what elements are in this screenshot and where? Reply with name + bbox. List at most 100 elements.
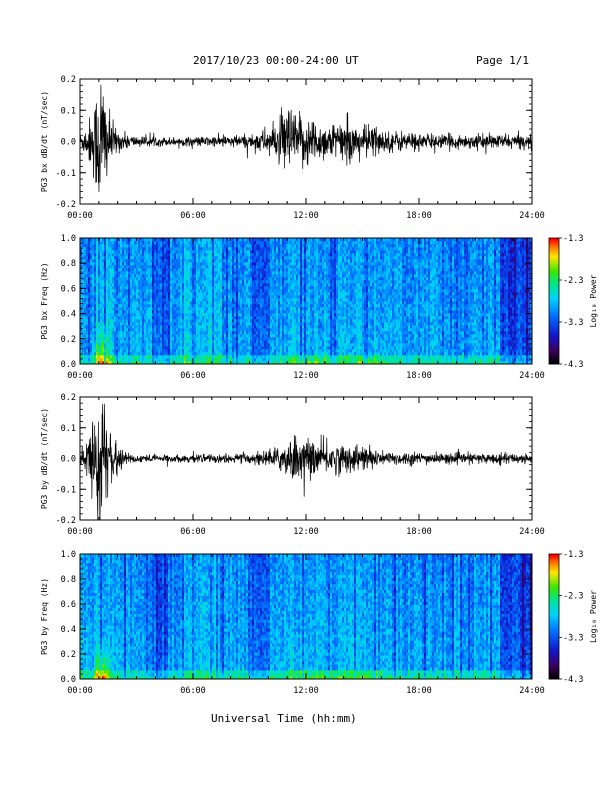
- heat-cell: [194, 310, 197, 314]
- heat-cell: [176, 295, 179, 299]
- heat-cell: [82, 358, 85, 362]
- heat-cell: [220, 319, 223, 323]
- heat-cell: [154, 349, 157, 353]
- heat-cell: [288, 259, 291, 263]
- heat-cell: [198, 361, 201, 365]
- heat-cell: [168, 292, 171, 296]
- heat-cell: [260, 343, 263, 347]
- heat-cell: [194, 319, 197, 323]
- heat-cell: [142, 310, 145, 314]
- heat-cell: [246, 265, 249, 269]
- heat-cell: [92, 358, 95, 362]
- heat-cell: [254, 247, 257, 251]
- heat-cell: [130, 328, 133, 332]
- heat-cell: [148, 340, 151, 344]
- heat-cell: [130, 280, 133, 284]
- heat-cell: [230, 325, 233, 329]
- heat-cell: [80, 259, 83, 263]
- heat-cell: [288, 253, 291, 257]
- heat-cell: [116, 316, 119, 320]
- heat-cell: [208, 280, 211, 284]
- heat-cell: [188, 283, 191, 287]
- heat-cell: [108, 316, 111, 320]
- heat-cell: [210, 310, 213, 314]
- heat-cell: [282, 277, 285, 281]
- heat-cell: [118, 289, 121, 293]
- heat-cell: [130, 310, 133, 314]
- heat-cell: [124, 292, 127, 296]
- heat-cell: [292, 250, 295, 254]
- heat-cell: [114, 253, 117, 257]
- heat-cell: [256, 271, 259, 275]
- heat-cell: [92, 253, 95, 257]
- heat-cell: [192, 295, 195, 299]
- heat-cell: [186, 361, 189, 365]
- heat-cell: [132, 241, 135, 245]
- heat-cell: [188, 358, 191, 362]
- heat-cell: [88, 280, 91, 284]
- heat-cell: [176, 271, 179, 275]
- heat-cell: [272, 334, 275, 338]
- heat-cell: [300, 349, 303, 353]
- heat-cell: [252, 286, 255, 290]
- heat-cell: [220, 355, 223, 359]
- heat-cell: [128, 253, 131, 257]
- heat-cell: [246, 304, 249, 308]
- heat-cell: [188, 316, 191, 320]
- heat-cell: [106, 298, 109, 302]
- heat-cell: [254, 331, 257, 335]
- heat-cell: [156, 304, 159, 308]
- heat-cell: [94, 274, 97, 278]
- heat-cell: [238, 271, 241, 275]
- heat-cell: [116, 319, 119, 323]
- heat-cell: [304, 286, 307, 290]
- heat-cell: [148, 256, 151, 260]
- heat-cell: [182, 352, 185, 356]
- heat-cell: [232, 337, 235, 341]
- heat-cell: [204, 316, 207, 320]
- heat-cell: [118, 355, 121, 359]
- heat-cell: [260, 292, 263, 296]
- heat-cell: [126, 286, 129, 290]
- heat-cell: [130, 262, 133, 266]
- heat-cell: [276, 304, 279, 308]
- heat-cell: [238, 262, 241, 266]
- heat-cell: [222, 328, 225, 332]
- heat-cell: [98, 307, 101, 311]
- heat-cell: [198, 304, 201, 308]
- heat-cell: [120, 280, 123, 284]
- heat-cell: [204, 280, 207, 284]
- heat-cell: [200, 319, 203, 323]
- heat-cell: [128, 301, 131, 305]
- heat-cell: [140, 298, 143, 302]
- heat-cell: [116, 340, 119, 344]
- heat-cell: [130, 319, 133, 323]
- heat-cell: [212, 271, 215, 275]
- heat-cell: [274, 343, 277, 347]
- heat-cell: [248, 286, 251, 290]
- heat-cell: [82, 289, 85, 293]
- heat-cell: [216, 262, 219, 266]
- heat-cell: [278, 250, 281, 254]
- heat-cell: [104, 319, 107, 323]
- heat-cell: [240, 295, 243, 299]
- heat-cell: [122, 274, 125, 278]
- heat-cell: [190, 304, 193, 308]
- heat-cell: [106, 349, 109, 353]
- heat-cell: [262, 256, 265, 260]
- heat-cell: [240, 328, 243, 332]
- heat-cell: [258, 340, 261, 344]
- heat-cell: [278, 352, 281, 356]
- heat-cell: [100, 253, 103, 257]
- heat-cell: [224, 343, 227, 347]
- heat-cell: [206, 346, 209, 350]
- heat-cell: [150, 253, 153, 257]
- heat-cell: [232, 238, 235, 242]
- heat-cell: [106, 265, 109, 269]
- heat-cell: [234, 295, 237, 299]
- heat-cell: [198, 340, 201, 344]
- heat-cell: [118, 352, 121, 356]
- heat-cell: [220, 334, 223, 338]
- heat-cell: [234, 238, 237, 242]
- heat-cell: [296, 355, 299, 359]
